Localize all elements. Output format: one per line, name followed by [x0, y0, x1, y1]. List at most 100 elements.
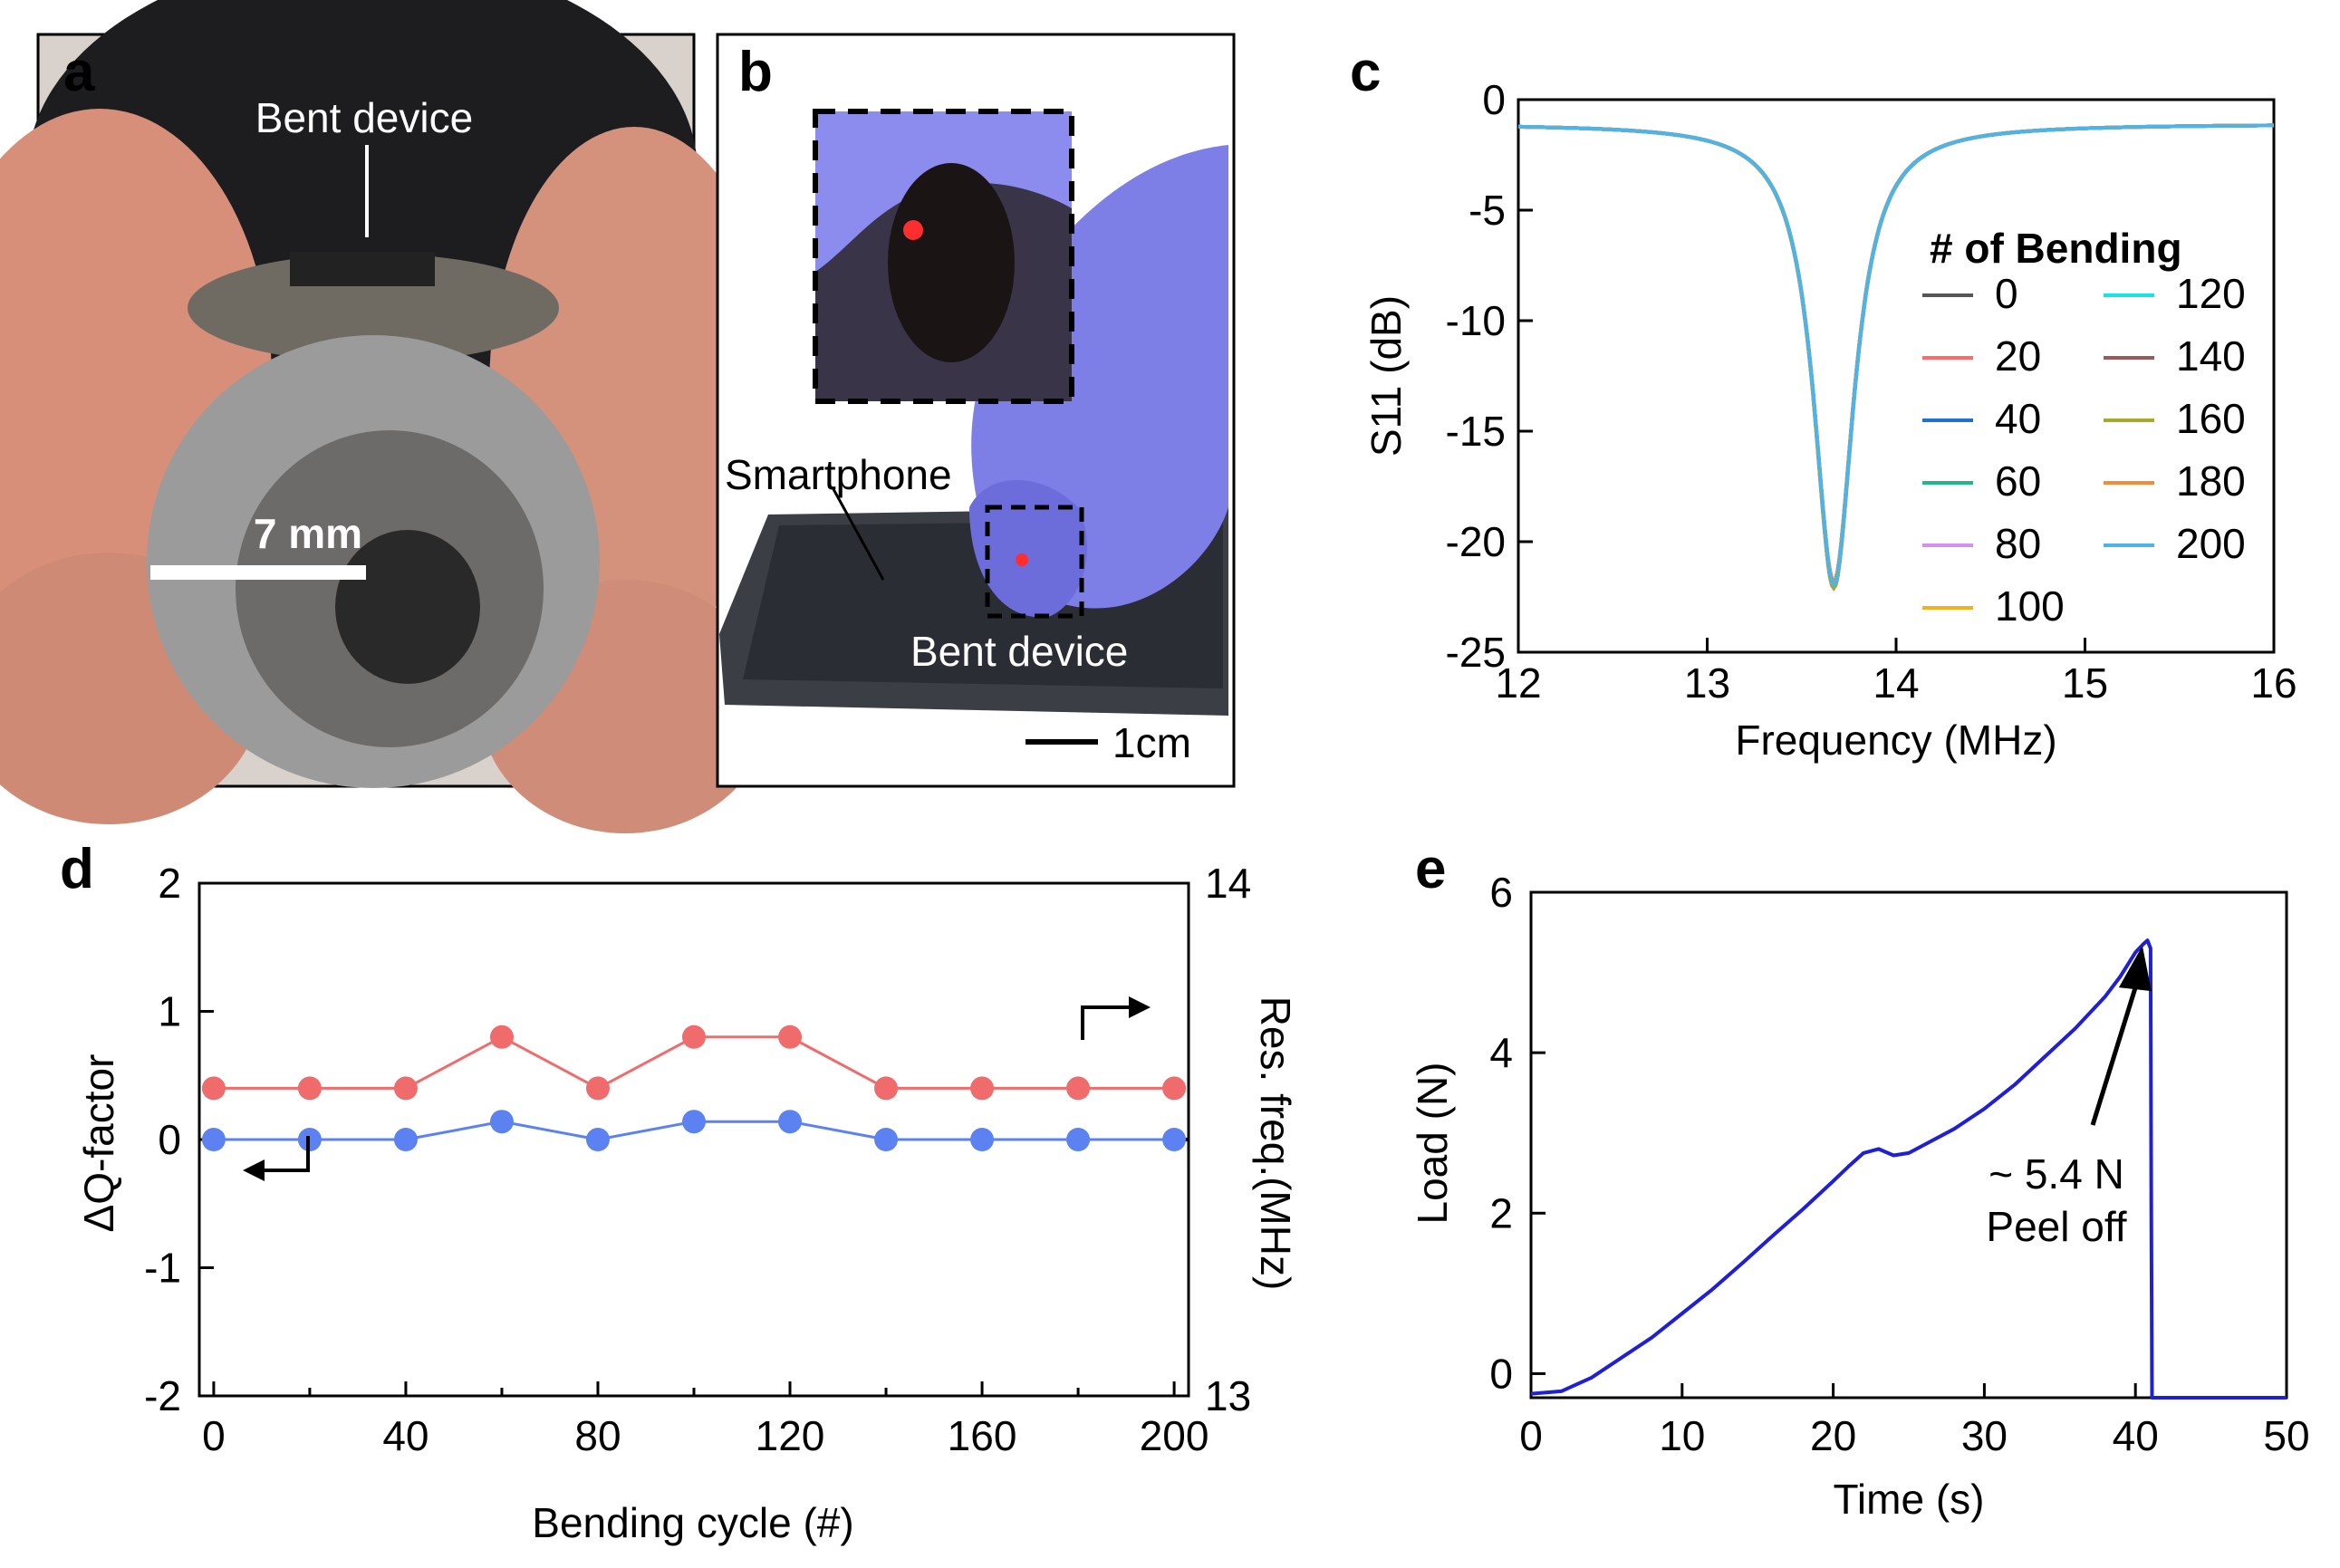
data-point: [393, 1076, 418, 1101]
y2-tick-label: 14: [1205, 860, 1251, 907]
data-point: [970, 1128, 995, 1151]
left-axis-arrow: [263, 1136, 310, 1172]
right-axis-arrowhead: [1129, 996, 1151, 1018]
panel-d: d 0 40 80 120 160 200 2 1 0 -1 -2 14 13 Bending cycl…: [60, 838, 1299, 1546]
data-point: [778, 1110, 803, 1134]
left-axis-arrowhead: [243, 1159, 265, 1181]
series-line-80: [1518, 123, 2274, 589]
legend-label-0: 0: [1995, 270, 2018, 317]
annotation-value: ~ 5.4 N: [1989, 1150, 2124, 1198]
x-tick-label: 13: [1684, 659, 1730, 707]
series-line-20: [1518, 123, 2274, 589]
chart-d-y2label: Res. freq.(MHz): [1252, 996, 1299, 1291]
device-ring: [188, 254, 559, 362]
x-tick-label: 80: [574, 1412, 621, 1459]
y-tick-label: 4: [1489, 1029, 1513, 1076]
data-point: [1066, 1128, 1091, 1151]
chart-e-series: [1530, 938, 2287, 1400]
data-point: [489, 1110, 514, 1134]
chart-d-series: [201, 1024, 1187, 1151]
chart-e-annotation: ~ 5.4 N Peel off: [1986, 946, 2152, 1250]
series-line-0: [1518, 123, 2274, 585]
chart-e-xlabel: Time (s): [1834, 1476, 1985, 1523]
inset-border: [813, 109, 1074, 404]
data-point: [393, 1128, 418, 1151]
x-tick-label: 120: [756, 1412, 825, 1459]
data-point: [1162, 1128, 1187, 1151]
data-point: [874, 1076, 899, 1101]
y-tick-label: -15: [1446, 408, 1506, 455]
inset-device: [888, 163, 1015, 362]
bent-chip: [290, 252, 435, 286]
series-line-200: [1518, 123, 2274, 589]
panel-e-letter: e: [1415, 838, 1446, 900]
x-tick-label: 20: [1810, 1412, 1856, 1459]
x-tick-label: 30: [1961, 1412, 2008, 1459]
x-tick-label: 40: [382, 1412, 429, 1459]
x-tick-label: 200: [1140, 1412, 1209, 1459]
load-curve: [1530, 938, 2287, 1400]
panel-c: c 12 13 14 15 160-5-10-15-20-25 # of Bending…: [1350, 41, 2297, 764]
y-tick-label: 0: [158, 1116, 181, 1163]
data-point: [778, 1024, 803, 1049]
annotation-arrow-line: [2090, 976, 2142, 1126]
legend-label-20: 20: [1995, 332, 2041, 380]
data-point: [682, 1024, 706, 1049]
data-point: [297, 1076, 322, 1101]
y-tick-label: -25: [1446, 629, 1506, 676]
panel-a-scale-label: 7 mm: [254, 510, 362, 557]
chart-e-ticks: 0 10 20 30 40 50 0 2 4 6: [1489, 869, 2309, 1459]
panel-a-device-label: Bent device: [255, 94, 473, 141]
panel-e: e 0 10 20 30 40 50 0 2 4 6 ~ 5.4 N Peel off Time (…: [1409, 838, 2310, 1523]
device-highlight-box: [985, 505, 1084, 619]
series-line-140: [1518, 123, 2274, 589]
y-tick-label: 6: [1489, 869, 1513, 916]
legend-label-140: 140: [2176, 332, 2246, 380]
legend-label-40: 40: [1995, 395, 2041, 442]
glove-finger: [969, 480, 1087, 618]
legend-label-100: 100: [1995, 582, 2065, 630]
panel-b-letter: b: [738, 41, 773, 103]
data-point: [1066, 1076, 1091, 1101]
annotation-text: Peel off: [1986, 1203, 2126, 1250]
chart-c-ticks: 12 13 14 15 160-5-10-15-20-25: [1446, 76, 2297, 707]
x-tick-label: 12: [1495, 659, 1541, 707]
y-tick-label: 1: [158, 988, 181, 1035]
panel-b-device-label: Bent device: [910, 628, 1128, 675]
x-tick-label: 160: [948, 1412, 1017, 1459]
x-tick-label: 14: [1873, 659, 1919, 707]
y-tick-label: -1: [144, 1245, 181, 1292]
legend-label-180: 180: [2176, 457, 2246, 505]
steel-bore-inner: [335, 530, 480, 684]
panel-b: b Smartphone Bent device 1cm: [716, 33, 1236, 788]
chart-d-xlabel: Bending cycle (#): [532, 1499, 853, 1546]
panel-a-letter: a: [63, 41, 95, 103]
y-tick-label: 0: [1482, 76, 1506, 123]
series-line-60: [1518, 123, 2274, 585]
y-tick-label: -20: [1446, 518, 1506, 565]
chart-c-ylabel: S11 (dB): [1363, 295, 1410, 457]
legend-label-60: 60: [1995, 457, 2041, 505]
x-tick-label: 50: [2263, 1412, 2309, 1459]
x-tick-label: 0: [202, 1412, 226, 1459]
legend-title: # of Bending: [1930, 225, 2182, 272]
y-tick-label: 0: [1489, 1350, 1513, 1397]
right-axis-arrow: [1081, 1005, 1132, 1040]
scale-bar-b: [1026, 739, 1098, 745]
data-point: [585, 1128, 610, 1151]
chart-e-ylabel: Load (N): [1409, 1063, 1456, 1225]
scale-bar-a: [150, 565, 366, 580]
legend-label-120: 120: [2176, 270, 2246, 317]
y-tick-label: -5: [1469, 187, 1506, 234]
series-line-100: [1517, 123, 2274, 592]
data-point: [201, 1128, 226, 1151]
panel-b-scale-label: 1cm: [1112, 719, 1191, 766]
data-point: [489, 1024, 514, 1049]
chart-d-ticks: 0 40 80 120 160 200 2 1 0 -1 -2 14 13: [144, 860, 1251, 1459]
panel-b-photo: [719, 109, 1228, 745]
x-tick-label: 0: [1519, 1412, 1543, 1459]
chart-c-series: [1517, 123, 2274, 592]
panel-a: a Bent device 7 mm: [0, 0, 779, 833]
